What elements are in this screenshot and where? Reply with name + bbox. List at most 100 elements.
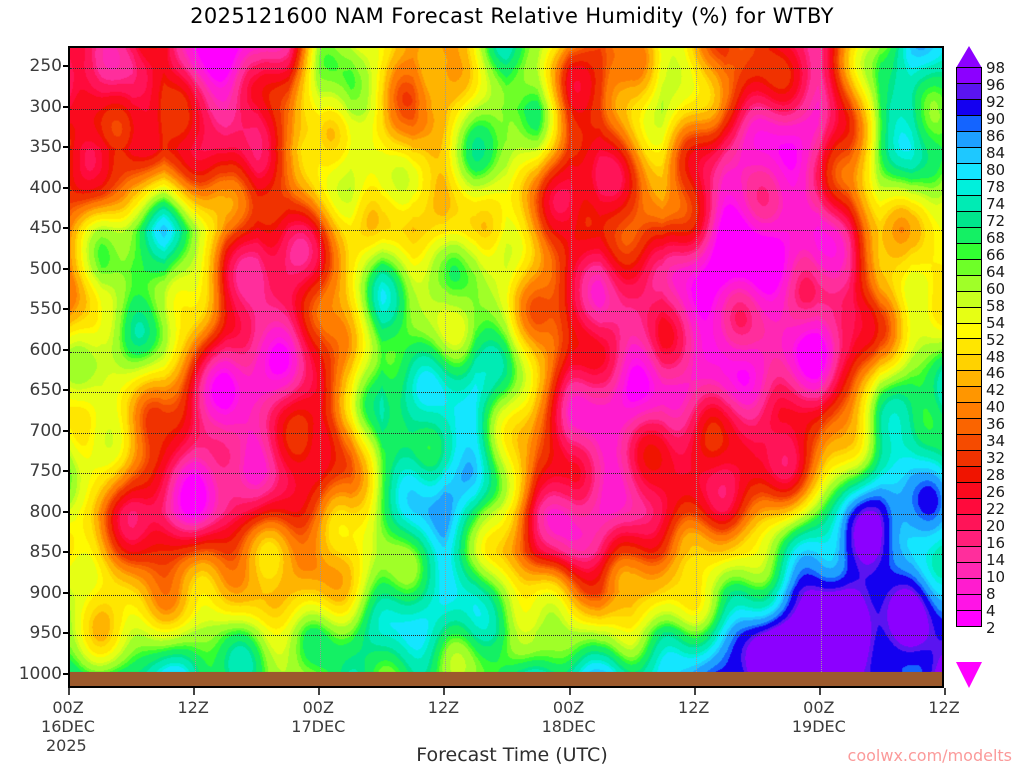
gridline-horizontal	[70, 594, 942, 596]
colorbar-swatch	[956, 593, 982, 611]
colorbar-swatch	[956, 242, 982, 260]
colorbar-swatch	[956, 146, 982, 164]
y-axis-tick-mark	[63, 591, 68, 594]
page-title: 2025121600 NAM Forecast Relative Humidit…	[190, 4, 834, 28]
x-axis-tick-mark	[818, 688, 821, 695]
y-axis-tick-label: 250	[29, 56, 62, 77]
colorbar-swatch	[956, 338, 982, 356]
y-axis-tick-mark	[63, 470, 68, 473]
x-axis-tick-mark	[944, 688, 946, 695]
colorbar-tick-label: 52	[986, 330, 1006, 349]
humidity-heatmap-canvas	[70, 48, 942, 686]
colorbar-tick-label: 42	[986, 381, 1006, 400]
x-axis-tick-mark	[193, 688, 196, 695]
gridline-horizontal	[70, 513, 942, 515]
colorbar-over-arrow-icon	[956, 46, 982, 68]
colorbar-tick-label: 48	[986, 347, 1006, 366]
colorbar-swatch	[956, 82, 982, 100]
y-axis-tick-mark	[63, 673, 68, 675]
x-axis-tick-mark	[68, 688, 70, 695]
colorbar-swatch	[956, 386, 982, 404]
colorbar-swatch	[956, 290, 982, 308]
gridline-vertical	[820, 48, 822, 686]
x-axis-tick-mark	[318, 688, 321, 695]
colorbar-tick-label: 8	[986, 585, 996, 604]
colorbar-swatch	[956, 466, 982, 484]
colorbar-swatch	[956, 482, 982, 500]
colorbar-tick-label: 60	[986, 279, 1006, 298]
colorbar-swatch	[956, 402, 982, 420]
y-axis-tick-mark	[63, 551, 68, 554]
x-axis-title: Forecast Time (UTC)	[416, 744, 608, 766]
y-axis-tick-label: 550	[29, 299, 62, 320]
colorbar-tick-label: 78	[986, 177, 1006, 196]
colorbar: 98 96 92 90 86 84 80 78 74 72 68 66 64 60 58 54 52 48 46 42…	[952, 46, 1024, 688]
y-axis-tick-label: 600	[29, 339, 62, 360]
x-axis-tick-time: 00Z	[552, 698, 585, 717]
colorbar-tick-label: 86	[986, 126, 1006, 145]
colorbar-swatch	[956, 114, 982, 132]
colorbar-tick-label: 90	[986, 109, 1006, 128]
x-axis-tick-mark	[443, 688, 446, 695]
x-axis-year-label: 2025	[46, 736, 87, 755]
y-axis-tick-mark	[63, 105, 68, 108]
colorbar-tick-label: 96	[986, 75, 1006, 94]
colorbar-tick-label: 46	[986, 364, 1006, 383]
colorbar-tick-label: 10	[986, 568, 1006, 587]
gridline-horizontal	[70, 108, 942, 110]
colorbar-swatch	[956, 354, 982, 372]
colorbar-tick-label: 66	[986, 245, 1006, 264]
gridline-horizontal	[70, 149, 942, 151]
colorbar-tick-label: 84	[986, 143, 1006, 162]
y-axis-tick-mark	[63, 389, 68, 392]
colorbar-tick-label: 4	[986, 602, 996, 621]
y-axis-tick-mark	[63, 510, 68, 513]
colorbar-tick-label: 74	[986, 194, 1006, 213]
x-axis-tick-date: 18DEC	[541, 717, 596, 736]
colorbar-tick-label: 40	[986, 398, 1006, 417]
gridline-vertical	[195, 48, 197, 686]
colorbar-swatch	[956, 546, 982, 564]
colorbar-swatch	[956, 530, 982, 548]
x-axis-tick-date: 19DEC	[791, 717, 846, 736]
colorbar-tick-label: 20	[986, 517, 1006, 536]
colorbar-swatch	[956, 450, 982, 468]
colorbar-swatch	[956, 274, 982, 292]
y-axis-tick-label: 900	[29, 582, 62, 603]
gridline-vertical	[695, 48, 697, 686]
terrain-band	[70, 672, 942, 686]
y-axis-tick-mark	[63, 308, 68, 311]
gridlines	[70, 48, 942, 686]
y-axis-tick-label: 950	[29, 623, 62, 644]
y-axis-tick-label: 750	[29, 461, 62, 482]
y-axis-tick-label: 350	[29, 137, 62, 158]
y-axis-tick-mark	[63, 348, 68, 351]
colorbar-swatch	[956, 498, 982, 516]
x-axis-tick-time: 12Z	[177, 698, 209, 717]
y-axis-tick-label: 850	[29, 542, 62, 563]
gridline-horizontal	[70, 635, 942, 637]
colorbar-swatch	[956, 98, 982, 116]
colorbar-tick-label: 58	[986, 296, 1006, 315]
y-axis-tick-label: 500	[29, 258, 62, 279]
colorbar-tick-label: 72	[986, 211, 1006, 230]
x-axis-tick-time: 12Z	[427, 698, 460, 717]
colorbar-tick-label: 2	[986, 619, 996, 638]
gridline-vertical	[320, 48, 322, 686]
colorbar-swatch	[956, 258, 982, 276]
colorbar-swatches	[956, 67, 982, 627]
colorbar-swatch	[956, 434, 982, 452]
colorbar-swatch	[956, 418, 982, 436]
gridline-horizontal	[70, 432, 942, 434]
colorbar-swatch	[956, 562, 982, 579]
colorbar-swatch	[956, 130, 982, 148]
plot-area	[68, 46, 944, 688]
y-axis-tick-mark	[63, 632, 68, 635]
watermark-link[interactable]: coolwx.com/modelts	[847, 746, 1012, 765]
y-axis-tick-mark	[63, 146, 68, 149]
colorbar-swatch	[956, 578, 982, 595]
y-axis-tick-mark	[63, 186, 68, 189]
y-axis-tick-mark	[63, 267, 68, 270]
y-axis-tick-label: 700	[29, 420, 62, 441]
y-axis-tick-label: 800	[29, 501, 62, 522]
